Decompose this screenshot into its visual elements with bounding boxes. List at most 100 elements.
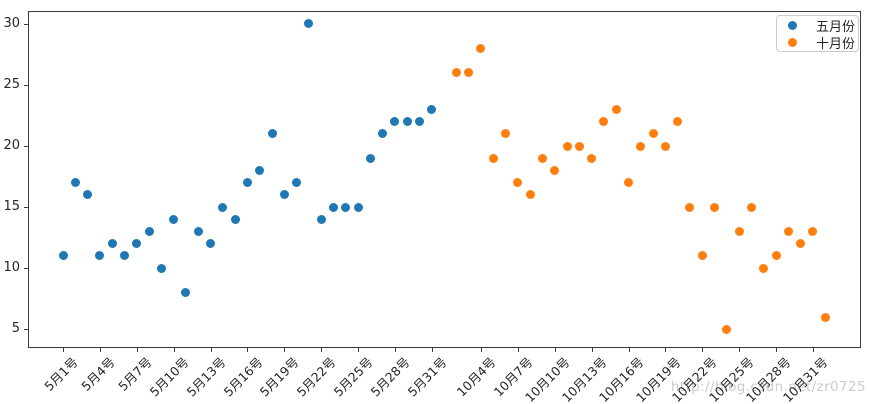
scatter-point: [734, 227, 744, 237]
scatter-point: [746, 202, 756, 212]
scatter-point: [611, 104, 621, 114]
y-tick-mark: [24, 23, 28, 25]
scatter-point: [365, 153, 375, 163]
x-tick-mark: [431, 348, 433, 352]
x-tick-mark: [739, 348, 741, 352]
scatter-point: [464, 68, 474, 78]
x-tick-mark: [210, 348, 212, 352]
x-tick-label-text: 10月4号: [453, 354, 499, 400]
x-tick-mark: [628, 348, 630, 352]
x-tick-label-text: 5月1号: [41, 354, 81, 394]
scatter-point: [415, 117, 425, 127]
scatter-point: [660, 141, 670, 151]
scatter-point: [316, 214, 326, 224]
x-tick-label-text: 5月10号: [146, 354, 192, 400]
y-tick-mark: [24, 329, 28, 331]
scatter-point: [427, 104, 437, 114]
scatter-point: [242, 178, 252, 188]
x-tick-mark: [63, 348, 65, 352]
x-tick-mark: [591, 348, 593, 352]
scatter-point: [83, 190, 93, 200]
x-tick-mark: [284, 348, 286, 352]
scatter-point: [759, 263, 769, 273]
scatter-point: [279, 190, 289, 200]
x-tick-mark: [554, 348, 556, 352]
x-tick-mark: [358, 348, 360, 352]
scatter-point: [648, 129, 658, 139]
plot-area: [28, 11, 861, 348]
scatter-point: [156, 263, 166, 273]
x-tick-mark: [394, 348, 396, 352]
y-tick-label: 15: [3, 199, 20, 215]
scatter-point: [169, 214, 179, 224]
x-tick-label-text: 5月16号: [220, 354, 266, 400]
x-tick-mark: [776, 348, 778, 352]
y-tick-label: 20: [3, 138, 20, 153]
x-tick-mark: [480, 348, 482, 352]
x-tick-label-text: 5月22号: [293, 354, 340, 400]
scatter-point: [255, 165, 265, 175]
scatter-point: [783, 227, 793, 237]
scatter-point: [697, 251, 707, 261]
x-tick-mark: [173, 348, 175, 352]
scatter-point: [685, 202, 695, 212]
legend-entry-may: 五月份: [788, 18, 858, 35]
legend-label-may: 五月份: [816, 19, 856, 35]
x-tick-label-text: 5月19号: [257, 354, 303, 400]
scatter-point: [95, 251, 105, 261]
scatter-point: [501, 129, 511, 139]
scatter-point: [525, 190, 535, 200]
y-tick-mark: [24, 207, 28, 209]
scatter-point: [328, 202, 338, 212]
x-tick-label-text: 5月4号: [78, 354, 118, 394]
x-tick-label-text: 5月25号: [330, 354, 376, 400]
scatter-point: [230, 214, 240, 224]
x-tick-label-text: 5月28号: [367, 354, 413, 400]
scatter-point: [820, 312, 830, 322]
scatter-point: [574, 141, 584, 151]
scatter-point: [107, 239, 117, 249]
y-tick-label: 25: [3, 76, 20, 92]
scatter-point: [58, 251, 68, 261]
scatter-point: [562, 141, 572, 151]
legend-entry-october: 十月份: [788, 35, 858, 52]
scatter-point: [70, 178, 80, 188]
scatter-point: [796, 239, 806, 249]
x-tick-label-text: 5月31号: [404, 354, 450, 400]
scatter-point: [451, 68, 461, 78]
scatter-point: [488, 153, 498, 163]
scatter-point: [206, 239, 216, 249]
scatter-point: [808, 227, 818, 237]
scatter-point: [587, 153, 597, 163]
scatter-point: [218, 202, 228, 212]
scatter-point: [673, 117, 683, 127]
legend-label-october: 十月份: [816, 36, 856, 52]
scatter-point: [341, 202, 351, 212]
scatter-point: [476, 43, 486, 53]
scatter-point: [390, 117, 400, 127]
scatter-point: [292, 178, 302, 188]
watermark-url: http://blog.csdn.net/zr0725: [670, 379, 866, 395]
x-tick-mark: [812, 348, 814, 352]
y-tick-label: 5: [11, 321, 20, 337]
legend: 五月份 十月份: [776, 15, 859, 52]
scatter-point: [402, 117, 412, 127]
scatter-point: [304, 19, 314, 29]
legend-marker-october-icon: [788, 37, 797, 47]
x-tick-mark: [321, 348, 323, 352]
scatter-point: [353, 202, 363, 212]
scatter-point: [550, 165, 560, 175]
x-tick-label-text: 5月13号: [183, 354, 229, 400]
x-tick-mark: [702, 348, 704, 352]
x-tick-mark: [247, 348, 249, 352]
scatter-point: [132, 239, 142, 249]
scatter-point: [537, 153, 547, 163]
x-tick-mark: [665, 348, 667, 352]
y-tick-mark: [24, 84, 28, 86]
legend-marker-may-icon: [788, 20, 797, 30]
y-tick-mark: [24, 146, 28, 147]
scatter-point: [267, 129, 277, 139]
scatter-point: [636, 141, 646, 151]
scatter-point: [722, 324, 732, 334]
